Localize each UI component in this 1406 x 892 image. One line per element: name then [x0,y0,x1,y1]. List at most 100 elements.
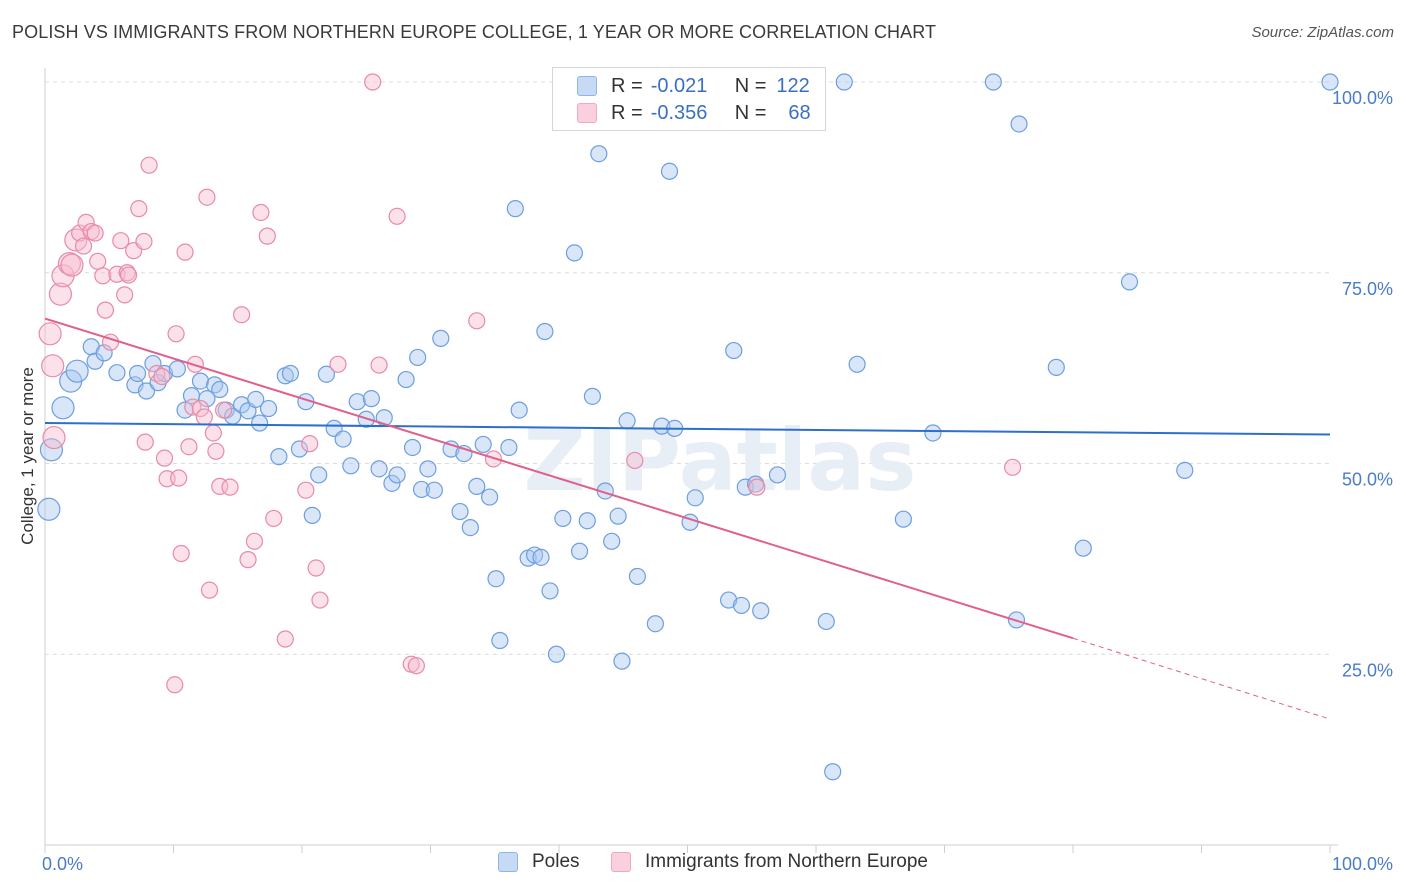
legend-label-immigrants: Immigrants from Northern Europe [645,851,928,872]
legend-swatch-poles [498,852,518,872]
legend-r-value: -0.021 [650,74,708,97]
poles-point [37,497,61,521]
immigrants-point [329,355,347,373]
series-legend: Poles Immigrants from Northern Europe [0,851,1406,879]
immigrants-point [60,253,84,277]
legend-r-label: R = [611,74,643,97]
immigrants-point [301,435,319,453]
poles-point [583,387,602,405]
legend-row-immigrants: R = -0.356 N = 68 [577,100,811,126]
trend-line-poles [44,422,1331,436]
poles-point [281,364,300,383]
poles-point [442,440,460,458]
poles-point [1010,115,1028,133]
immigrants-point [233,306,251,324]
poles-point [570,542,589,560]
poles-point [984,73,1002,91]
immigrants-point [140,156,158,174]
legend-n-label: N = [734,74,767,97]
legend-r-label: R = [611,101,643,124]
immigrants-point [191,399,210,418]
immigrants-point [167,325,185,343]
poles-point [481,488,499,506]
x-tick-label: 100.0% [1332,854,1393,874]
poles-point [144,354,162,373]
immigrants-point [148,364,166,383]
immigrants-point [468,312,486,330]
poles-point [383,474,401,492]
immigrants-point [195,408,213,426]
poles-point [752,602,770,620]
immigrants-point [41,354,65,378]
immigrants-point [748,478,766,496]
poles-point [412,480,431,499]
trend-lines [44,317,1331,720]
poles-point [270,448,288,466]
poles-point [168,360,186,378]
y-tick-label: 75.0% [1342,279,1393,299]
immigrants-point [276,630,294,648]
poles-point [732,596,751,615]
poles-point [342,457,360,475]
poles-point [137,382,156,400]
trend-line-immigrants [44,317,1074,640]
poles-point [334,430,352,448]
poles-point [1074,539,1092,557]
poles-point [590,145,608,163]
poles-point [554,509,572,528]
legend-n-value: 122 [776,74,810,97]
immigrants-point [311,591,329,609]
immigrants-point [1004,458,1022,476]
immigrants-point [130,200,148,218]
immigrants-point [252,203,270,222]
legend-row-poles: R = -0.021 N = 122 [577,73,810,99]
poles-point [370,460,388,478]
poles-point [397,370,415,389]
immigrants-point [155,449,174,467]
watermark: ZIPatlas [524,411,917,511]
poles-point [247,390,265,409]
stats-legend: R = -0.021 N = 122 R = -0.356 N = 68 [552,67,826,131]
immigrants-point [239,551,257,569]
poles-point [660,162,679,180]
immigrants-point [180,438,198,456]
poles-point [425,481,443,499]
poles-point [95,344,113,362]
immigrants-point [74,237,93,255]
poles-point [317,365,336,383]
poles-point [565,244,584,262]
poles-point [310,466,328,484]
poles-point [500,438,518,457]
poles-point [824,763,842,781]
poles-point [547,645,566,663]
axes [44,68,1338,853]
poles-point [108,364,126,382]
poles-point [451,502,469,521]
poles-point [250,414,269,432]
poles-point [198,390,216,408]
immigrants-point [136,433,154,451]
tick-labels: 100.0% 75.0% 50.0% 25.0% 0.0% 100.0% [42,88,1393,874]
poles-point [206,376,224,394]
series-immigrants [38,73,1022,694]
poles-point [835,73,853,91]
poles-point [388,466,406,484]
poles-point [613,652,631,670]
poles-point [65,359,89,383]
poles-point [924,424,942,442]
immigrants-point [112,232,130,250]
poles-point [532,548,550,566]
legend-item-immigrants: Immigrants from Northern Europe [611,851,928,873]
poles-point [211,380,229,399]
poles-point [432,329,450,347]
trend-line-immigrants-extension [1072,637,1331,720]
immigrants-point [42,425,66,450]
poles-point [191,372,210,390]
immigrants-point [200,581,219,599]
poles-point [491,631,509,650]
poles-point [653,417,671,435]
poles-point [894,510,912,528]
poles-point [506,200,524,218]
poles-point [303,506,321,524]
